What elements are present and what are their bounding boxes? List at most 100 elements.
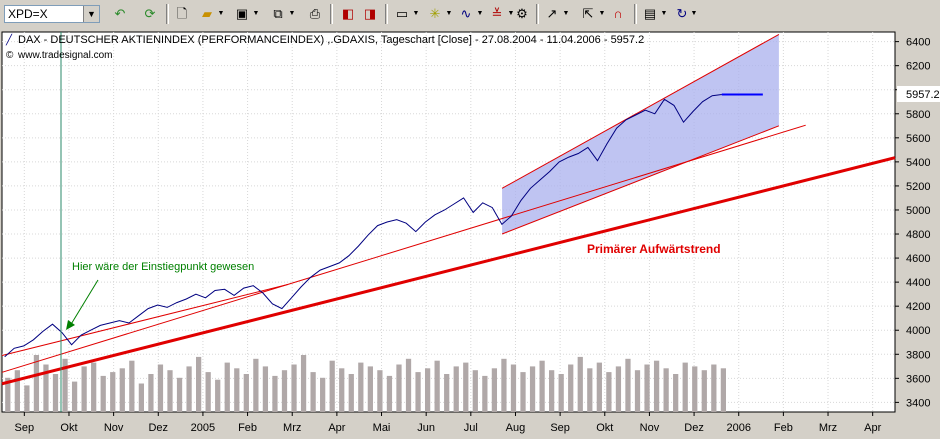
- chevron-down-icon[interactable]: ▼: [690, 10, 698, 17]
- y-tick-label: 5600: [906, 133, 930, 145]
- volume-bar: [253, 358, 259, 412]
- volume-bar: [81, 366, 87, 412]
- primary-trend-line: [1, 156, 896, 386]
- volume-bar: [100, 375, 106, 412]
- x-tick-label: Feb: [238, 422, 257, 434]
- chevron-down-icon[interactable]: ▼: [217, 10, 225, 17]
- volume-bar: [491, 368, 498, 412]
- toolbar-separator: [385, 4, 388, 24]
- symbol-value: XPD=X: [8, 7, 48, 21]
- x-tick-label: Okt: [596, 422, 613, 434]
- volume-bars: [5, 355, 727, 412]
- chevron-down-icon[interactable]: ▼: [252, 10, 260, 17]
- x-tick-label: Apr: [328, 422, 345, 434]
- save-icon[interactable]: ▣: [235, 6, 249, 21]
- volume-bar: [148, 374, 154, 412]
- volume-bar: [520, 372, 526, 412]
- volume-bar: [367, 366, 373, 412]
- y-tick-label: 6200: [906, 61, 930, 73]
- volume-bar: [119, 368, 125, 412]
- source-text: www.tradesignal.com: [17, 50, 112, 61]
- redo-icon[interactable]: ↻: [676, 6, 688, 21]
- properties-icon[interactable]: ⚙: [516, 6, 528, 21]
- y-tick-label: 6400: [906, 37, 930, 49]
- refresh-icon[interactable]: ⟳: [144, 6, 156, 21]
- open-icon[interactable]: ▰: [202, 6, 212, 21]
- channel-upper-line: [501, 33, 780, 189]
- secondary-trend-line: [1, 124, 806, 373]
- y-tick-label: 3400: [906, 397, 930, 409]
- lines-icon[interactable]: ≚: [491, 6, 503, 21]
- volume-bar: [62, 358, 68, 412]
- volume-bar: [673, 374, 679, 412]
- undo-icon[interactable]: ↶: [114, 6, 126, 21]
- volume-bar: [424, 368, 431, 412]
- chevron-down-icon[interactable]: ▼: [660, 10, 668, 17]
- volume-bar: [358, 362, 364, 412]
- volume-bar: [272, 375, 278, 412]
- volume-bar: [129, 360, 135, 412]
- x-tick-label: Mai: [373, 422, 391, 434]
- chevron-down-icon[interactable]: ▼: [83, 6, 99, 22]
- volume-bar: [281, 370, 288, 412]
- chevron-down-icon[interactable]: ▼: [445, 10, 453, 17]
- pointer-icon[interactable]: ⇱: [582, 6, 594, 21]
- chevron-down-icon[interactable]: ▼: [598, 10, 606, 17]
- copy-icon[interactable]: ⧉: [273, 6, 283, 21]
- chevron-down-icon[interactable]: ▼: [412, 10, 420, 17]
- volume-bar: [472, 370, 478, 412]
- volume-bar: [701, 370, 707, 412]
- x-axis: Sep Okt Nov Dez 2005 Feb Mrz Apr Mai Jun Jul Aug Sep…: [15, 412, 882, 434]
- volume-bar: [434, 360, 440, 412]
- magnet-icon[interactable]: ∩: [613, 6, 623, 21]
- volume-bar: [234, 368, 240, 412]
- volume-bar: [682, 362, 688, 412]
- entry-arrow: [69, 279, 99, 327]
- volume-bar: [262, 366, 269, 412]
- volume-bar: [224, 362, 230, 412]
- volume-bar: [176, 377, 183, 412]
- chevron-down-icon[interactable]: ▼: [507, 10, 515, 17]
- template-icon[interactable]: ◧: [341, 6, 355, 21]
- volume-bar: [52, 374, 59, 412]
- chart-type-icon[interactable]: ▭: [395, 6, 409, 21]
- volume-bar: [634, 370, 641, 412]
- dax-chart[interactable]: 3400 3600 3800 4000 4200 4400 4600 4800 5000 5200…: [0, 30, 940, 439]
- price-line: [4, 94, 722, 358]
- volume-bar: [186, 366, 192, 412]
- chevron-down-icon[interactable]: ▼: [288, 10, 296, 17]
- volume-bar: [348, 374, 354, 412]
- print-icon[interactable]: ⎙: [309, 6, 321, 21]
- short-trend-line: [1, 284, 288, 356]
- chart-area[interactable]: 3400 3600 3800 4000 4200 4400 4600 4800 5000 5200…: [0, 30, 940, 439]
- y-tick-label: 5200: [906, 181, 930, 193]
- volume-bar: [339, 368, 345, 412]
- volume-bar: [720, 368, 727, 412]
- x-tick-label: Sep: [15, 422, 35, 434]
- drawing-icon[interactable]: ∿: [460, 6, 472, 21]
- y-tick-label: 5800: [906, 109, 930, 121]
- volume-bar: [653, 360, 660, 412]
- cursor-icon[interactable]: ↗: [546, 6, 558, 21]
- x-tick-label: 2005: [191, 422, 215, 434]
- volume-bar: [615, 366, 622, 412]
- copyright-icon: ©: [6, 50, 14, 61]
- notes-icon[interactable]: ▤: [643, 6, 657, 21]
- new-icon[interactable]: 🗋: [176, 6, 188, 21]
- chevron-down-icon[interactable]: ▼: [562, 10, 570, 17]
- volume-bar: [663, 368, 669, 412]
- symbol-input[interactable]: XPD=X ▼: [4, 5, 100, 23]
- volume-bar: [43, 364, 49, 412]
- volume-bar: [692, 366, 698, 412]
- indicator-icon[interactable]: ✳: [429, 6, 441, 21]
- chevron-down-icon[interactable]: ▼: [476, 10, 484, 17]
- volume-bar: [138, 383, 145, 412]
- x-tick-label: Sep: [550, 422, 570, 434]
- volume-bar: [529, 366, 536, 412]
- x-tick-label: Nov: [640, 422, 660, 434]
- x-tick-label: 2006: [726, 422, 750, 434]
- volume-bar: [205, 372, 211, 412]
- volume-bar: [558, 374, 564, 412]
- export-icon[interactable]: ◨: [363, 6, 377, 21]
- x-tick-label: Nov: [104, 422, 124, 434]
